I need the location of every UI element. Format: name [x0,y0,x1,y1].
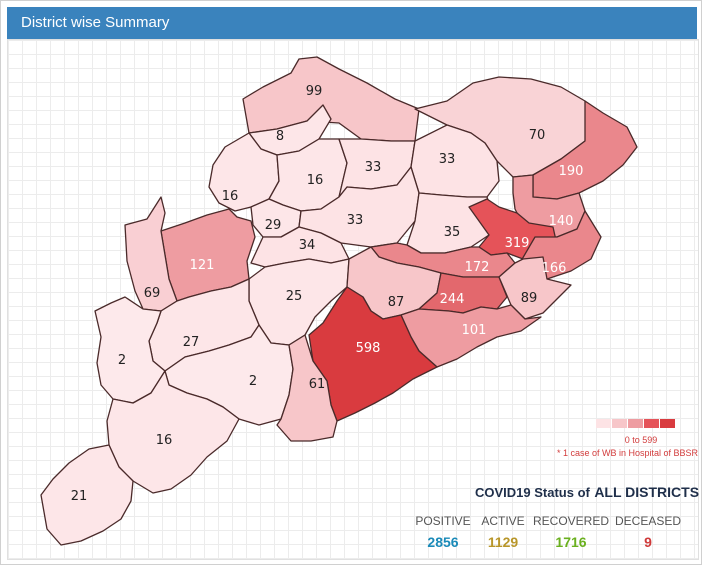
district-count-label: 87 [388,295,405,310]
legend-swatch [612,419,627,428]
legend-swatch [628,419,643,428]
district-count-label: 101 [462,323,487,338]
district-count-label: 25 [286,289,303,304]
district-count-label: 16 [156,433,173,448]
card-title: District wise Summary [21,14,170,31]
district-count-label: 8 [276,129,284,144]
card-header: District wise Summary [7,7,697,39]
district-region[interactable] [94,296,166,404]
district-count-label: 244 [440,292,465,307]
legend-swatch [660,419,675,428]
district-count-label: 16 [307,173,324,188]
district-count-label: 33 [347,213,364,228]
district-region[interactable] [124,196,178,312]
legend-range: 0 to 599 [624,435,658,445]
status-title-scope: ALL DISTRICTS [594,484,700,500]
district-count-label: 35 [444,225,461,240]
legend-note: * 1 case of WB in Hospital of BBSR [557,448,699,458]
district-count-label: 140 [549,214,574,229]
district-count-label: 33 [439,152,456,167]
district-region[interactable] [308,286,438,422]
district-region[interactable] [242,56,420,142]
stat-recovered: RECOVERED 1716 [526,514,616,550]
district-count-label: 27 [183,335,200,350]
status-title-prefix: COVID19 Status of [475,485,590,500]
district-count-label: 2 [118,353,126,368]
district-count-label: 33 [365,160,382,175]
legend-swatch [644,419,659,428]
district-count-label: 598 [356,341,381,356]
positive-value: 2856 [427,534,459,550]
recovered-label: RECOVERED [532,514,609,528]
positive-label: POSITIVE [415,514,471,528]
district-count-label: 16 [222,189,239,204]
active-value: 1129 [487,534,519,550]
district-count-label: 319 [505,236,530,251]
district-count-label: 121 [190,258,215,273]
legend-swatch [596,419,611,428]
district-region[interactable] [40,444,134,546]
recovered-value: 1716 [555,534,587,550]
district-count-label: 190 [559,164,584,179]
district-count-label: 69 [144,286,161,301]
deceased-value: 9 [644,534,652,550]
district-count-label: 166 [542,261,567,276]
district-count-label: 2 [249,374,257,389]
district-count-label: 61 [309,377,326,392]
district-region[interactable] [276,334,338,442]
district-count-label: 89 [521,291,538,306]
stat-deceased: DECEASED 9 [603,514,693,550]
deceased-label: DECEASED [614,514,682,528]
stat-positive: POSITIVE 2856 [398,514,488,550]
district-count-label: 70 [529,128,546,143]
district-count-label: 29 [265,218,282,233]
status-title: COVID19 Status of ALL DISTRICTS [475,484,699,502]
district-count-label: 34 [299,238,316,253]
district-count-label: 99 [306,84,323,99]
active-label: ACTIVE [481,514,525,528]
district-count-label: 172 [465,260,490,275]
stat-active: ACTIVE 1129 [458,514,548,550]
district-count-label: 21 [71,489,88,504]
